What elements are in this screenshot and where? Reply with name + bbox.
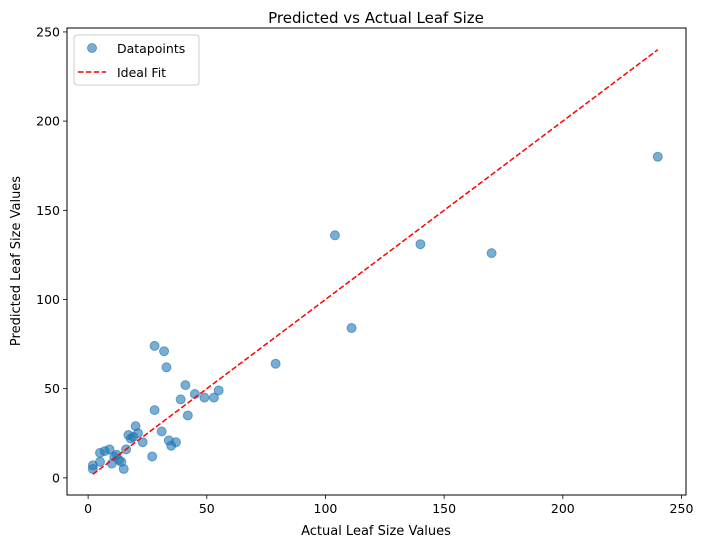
ideal-fit-line (92, 49, 659, 475)
data-point (180, 380, 191, 391)
legend-label-datapoints: Datapoints (117, 41, 185, 56)
data-point (329, 230, 340, 241)
y-tick-label: 200 (36, 114, 60, 129)
x-tick-label: 200 (551, 501, 575, 516)
data-point (104, 444, 115, 455)
x-tick-label: 150 (432, 501, 456, 516)
plot-area (87, 49, 663, 475)
legend: Datapoints Ideal Fit (73, 34, 200, 86)
y-tick-label: 150 (36, 203, 60, 218)
plot-frame (66, 27, 687, 496)
chart-title: Predicted vs Actual Leaf Size (268, 9, 484, 27)
x-axis-label: Actual Leaf Size Values (301, 524, 451, 539)
legend-marker-datapoints (87, 43, 97, 53)
data-point (132, 428, 143, 439)
data-point (94, 456, 105, 467)
x-tick-label: 50 (199, 501, 215, 516)
y-tick-label: 250 (36, 24, 60, 39)
x-tick-label: 100 (314, 501, 338, 516)
data-point (652, 151, 663, 162)
data-point (199, 392, 210, 403)
data-point (346, 323, 357, 334)
y-tick-label: 0 (52, 470, 60, 485)
data-point (149, 405, 160, 416)
x-tick-label: 250 (670, 501, 694, 516)
data-point (147, 451, 158, 462)
data-point (170, 437, 181, 448)
data-point (486, 248, 497, 259)
y-axis-label: Predicted Leaf Size Values (9, 176, 24, 346)
data-point (161, 362, 172, 373)
data-point (208, 392, 219, 403)
axis-ticks: 0 50 100 150 200 250 0 50 100 150 200 250 (36, 24, 693, 516)
data-point (213, 385, 224, 396)
y-tick-label: 100 (36, 292, 60, 307)
data-point (149, 340, 160, 351)
data-point (182, 410, 193, 421)
data-point (159, 346, 170, 357)
data-point (118, 463, 129, 474)
data-point (156, 426, 167, 437)
data-point (137, 437, 148, 448)
data-point (175, 394, 186, 405)
y-tick-label: 50 (44, 381, 60, 396)
data-point (270, 358, 281, 369)
legend-label-ideal-fit: Ideal Fit (117, 65, 166, 80)
x-tick-label: 0 (84, 501, 92, 516)
data-point (415, 239, 426, 250)
